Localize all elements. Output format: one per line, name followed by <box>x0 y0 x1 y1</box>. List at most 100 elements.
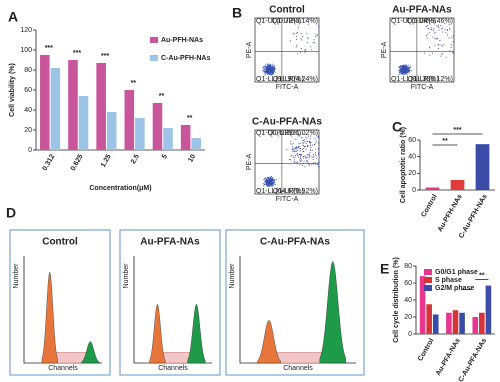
dot <box>399 66 401 68</box>
dot <box>434 31 436 33</box>
dot <box>401 72 403 74</box>
bar <box>450 180 465 190</box>
dot <box>402 67 404 69</box>
dot <box>409 67 411 68</box>
x-tick-label: 2.5 <box>130 153 141 165</box>
dot <box>304 146 305 148</box>
dot <box>296 21 298 23</box>
dot <box>307 37 309 39</box>
dot <box>272 68 274 70</box>
dot <box>268 180 270 182</box>
dot <box>267 184 269 186</box>
dot <box>269 65 270 67</box>
dot <box>271 73 273 75</box>
dot <box>433 29 435 31</box>
dot <box>264 179 266 181</box>
dot <box>302 133 304 135</box>
dot <box>315 142 317 144</box>
dot <box>401 66 403 68</box>
dot <box>408 71 410 72</box>
dot <box>299 159 301 161</box>
dot <box>310 142 312 143</box>
dot <box>300 154 302 156</box>
dot <box>274 70 275 72</box>
dot <box>296 161 298 163</box>
dot <box>265 71 267 73</box>
dot <box>273 67 275 69</box>
dot <box>436 38 438 39</box>
dot <box>313 163 314 165</box>
dot <box>300 156 302 158</box>
plot-title: Au-PFA-NAs <box>140 237 200 248</box>
dot <box>265 65 267 67</box>
dot <box>263 66 265 68</box>
dot <box>304 146 306 147</box>
dot <box>309 142 311 144</box>
dot <box>409 65 411 67</box>
dot <box>404 66 406 68</box>
axis-label: Number <box>123 263 130 289</box>
dot <box>273 184 274 186</box>
dot <box>304 139 306 141</box>
y-tick-label: 80 <box>404 263 412 270</box>
dot <box>445 56 447 58</box>
bar <box>106 112 117 150</box>
dot <box>264 70 266 72</box>
dot <box>269 176 271 178</box>
dot <box>302 144 304 146</box>
dot <box>314 42 316 44</box>
dot <box>315 164 317 165</box>
dot <box>271 72 273 74</box>
dot <box>309 155 311 157</box>
dot <box>271 177 273 179</box>
dot <box>271 71 273 73</box>
dot <box>268 177 270 178</box>
bar <box>180 125 191 150</box>
dot <box>438 27 440 28</box>
dot <box>266 181 268 183</box>
dot <box>297 31 299 33</box>
plot-title: Control <box>269 5 305 16</box>
dot <box>268 69 270 71</box>
dot <box>303 163 305 165</box>
dot <box>431 27 432 29</box>
dot <box>429 54 431 56</box>
dot <box>267 185 269 187</box>
dot <box>271 180 273 182</box>
dot <box>431 52 433 54</box>
dot <box>263 178 265 180</box>
dot <box>269 184 271 186</box>
dot <box>262 182 264 184</box>
dot <box>303 160 305 162</box>
dot <box>270 68 272 70</box>
dot <box>300 143 302 144</box>
significance: *** <box>101 53 109 60</box>
dot <box>315 148 317 150</box>
dot <box>444 29 446 31</box>
axis-label: FITC-A <box>276 196 299 203</box>
dot <box>400 70 402 72</box>
dot <box>404 67 406 69</box>
panel-letter: D <box>6 205 16 221</box>
dot <box>404 72 405 74</box>
dot <box>265 66 267 67</box>
dot <box>307 146 309 147</box>
dot <box>310 149 312 151</box>
dot <box>262 67 264 69</box>
dot <box>401 68 402 70</box>
dot <box>267 72 268 74</box>
dot <box>272 181 273 183</box>
dot <box>438 29 440 31</box>
dot <box>402 68 403 70</box>
dot <box>272 185 273 187</box>
dot <box>266 67 268 69</box>
dot <box>263 70 265 72</box>
dot <box>306 161 308 163</box>
dot <box>272 69 274 71</box>
y-tick-label: 0 <box>28 147 32 154</box>
dot <box>268 71 270 73</box>
dot <box>310 145 311 147</box>
dot <box>398 70 400 72</box>
dot <box>272 73 274 75</box>
dot <box>272 183 274 185</box>
